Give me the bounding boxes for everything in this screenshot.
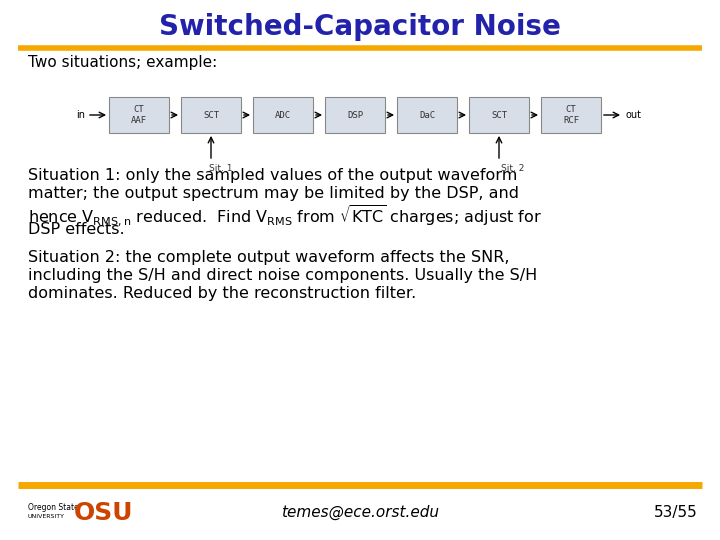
Text: including the S/H and direct noise components. Usually the S/H: including the S/H and direct noise compo… <box>28 268 537 283</box>
Text: Situation 1: only the sampled values of the output waveform: Situation 1: only the sampled values of … <box>28 168 518 183</box>
Text: Two situations; example:: Two situations; example: <box>28 55 217 70</box>
FancyBboxPatch shape <box>541 97 601 133</box>
Text: hence V$_{\mathregular{RMS,n}}$ reduced.  Find V$_{\mathregular{RMS}}$ from $\sq: hence V$_{\mathregular{RMS,n}}$ reduced.… <box>28 204 542 230</box>
FancyBboxPatch shape <box>469 97 529 133</box>
Text: DaC: DaC <box>419 111 435 119</box>
Text: Sit. 1: Sit. 1 <box>209 164 233 173</box>
Text: dominates. Reduced by the reconstruction filter.: dominates. Reduced by the reconstruction… <box>28 286 416 301</box>
Text: 53/55: 53/55 <box>654 504 698 519</box>
Text: DSP: DSP <box>347 111 363 119</box>
FancyBboxPatch shape <box>325 97 385 133</box>
FancyBboxPatch shape <box>253 97 313 133</box>
Text: out: out <box>625 110 641 120</box>
Text: temes@ece.orst.edu: temes@ece.orst.edu <box>281 504 439 519</box>
Text: CT
AAF: CT AAF <box>131 105 147 125</box>
Text: OSU: OSU <box>74 501 133 525</box>
Text: UNIVERSITY: UNIVERSITY <box>28 515 65 519</box>
Text: Situation 2: the complete output waveform affects the SNR,: Situation 2: the complete output wavefor… <box>28 250 510 265</box>
FancyBboxPatch shape <box>181 97 241 133</box>
Text: CT
RCF: CT RCF <box>563 105 579 125</box>
Text: Sit. 2: Sit. 2 <box>501 164 524 173</box>
Text: ADC: ADC <box>275 111 291 119</box>
Text: matter; the output spectrum may be limited by the DSP, and: matter; the output spectrum may be limit… <box>28 186 519 201</box>
Text: SCT: SCT <box>203 111 219 119</box>
FancyBboxPatch shape <box>109 97 169 133</box>
Text: Switched-Capacitor Noise: Switched-Capacitor Noise <box>159 13 561 41</box>
Text: SCT: SCT <box>491 111 507 119</box>
FancyBboxPatch shape <box>397 97 457 133</box>
Text: Oregon State: Oregon State <box>28 503 78 512</box>
Text: DSP effects.: DSP effects. <box>28 222 125 237</box>
Text: in: in <box>76 110 85 120</box>
